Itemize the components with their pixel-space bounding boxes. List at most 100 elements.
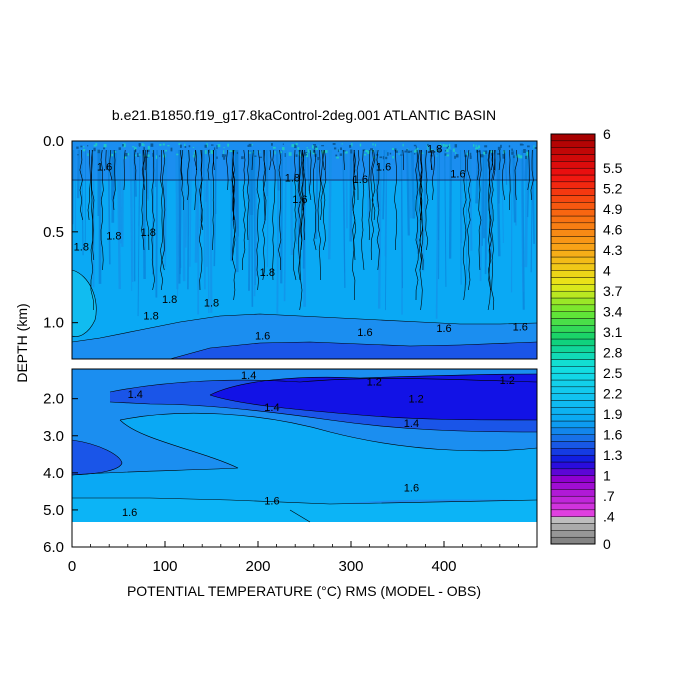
y-tick-label: 1.0 (43, 315, 64, 332)
surface-speck (502, 153, 505, 157)
streak-line (237, 149, 240, 237)
x-tick-label: 200 (245, 558, 270, 575)
streak-line (400, 149, 403, 289)
colorbar-swatch (550, 181, 596, 189)
streak-line (475, 149, 480, 204)
streak-line (207, 149, 210, 314)
surface-speck (179, 144, 182, 148)
surface-speck (315, 147, 319, 150)
streak-contour (352, 149, 357, 261)
streak-line (469, 149, 473, 251)
surface-speck (324, 150, 328, 153)
surface-speck (374, 143, 377, 147)
surface-speck (176, 153, 179, 156)
contour-label: 1.8 (204, 298, 219, 310)
streak-contour (133, 149, 137, 181)
contour-label: 1.6 (255, 330, 270, 342)
contour-label: 1.6 (264, 496, 279, 508)
contour-label: 1.8 (285, 172, 300, 184)
streak-contour (361, 149, 365, 271)
streak-line (187, 149, 190, 290)
streak-contour (242, 149, 246, 270)
surface-speck (446, 145, 449, 149)
lower-region-1.2 (210, 374, 537, 420)
contour-label: 1.6 (376, 161, 391, 173)
surface-speck (137, 155, 140, 157)
surface-speck (359, 143, 362, 147)
surface-speck (103, 147, 106, 150)
colorbar-label: 5.2 (603, 181, 623, 197)
streak-line (107, 149, 111, 265)
colorbar-swatch (550, 489, 596, 497)
surface-speck (167, 144, 170, 147)
surface-speck (127, 153, 130, 156)
lower-contour-bottom (289, 509, 311, 523)
upper-panel-frame (71, 140, 538, 360)
y-tick-label: 0.0 (43, 133, 64, 150)
surface-speck (477, 145, 481, 149)
streak-line (328, 149, 332, 260)
surface-speck (146, 149, 150, 152)
colorbar-swatch (550, 338, 596, 347)
surface-speck (138, 145, 141, 147)
streak-contour (415, 149, 419, 301)
surface-speck (444, 144, 448, 147)
streak-contour (322, 149, 327, 251)
surface-speck (143, 155, 146, 157)
surface-speck (490, 150, 494, 153)
x-axis-label: POTENTIAL TEMPERATURE (°C) RMS (MODEL - … (127, 583, 481, 599)
surface-speck (511, 151, 514, 155)
surface-speck (391, 147, 394, 151)
lower-panel-fill (72, 369, 537, 547)
chart-title: b.e21.B1850.f19_g17.8kaControl-2deg.001 … (112, 107, 496, 123)
streak-line (533, 149, 537, 183)
lower-panel: 1.4 1.2 1.2 1.4 1.4 1.2 1.4 1.6 1.6 1.6 (71, 368, 538, 548)
surface-speck (430, 149, 433, 151)
surface-speck (522, 144, 524, 146)
surface-speck (134, 147, 137, 150)
surface-speck (387, 152, 389, 156)
streak-line (175, 149, 179, 290)
surface-speck (446, 154, 450, 157)
colorbar-swatch (550, 297, 596, 306)
streak-line (152, 149, 155, 275)
surface-speck (534, 147, 537, 149)
surface-speck (211, 144, 214, 146)
surface-speck (170, 147, 173, 152)
streak-contour (371, 149, 376, 221)
streak-contour (263, 149, 267, 221)
surface-speck (474, 148, 478, 150)
surface-speck (497, 153, 500, 155)
surface-speck (525, 155, 528, 160)
colorbar-frame (550, 133, 596, 545)
streak-contour (394, 149, 398, 251)
surface-speck (178, 143, 181, 145)
contour-label: 1.6 (436, 323, 451, 335)
surface-speck (402, 143, 404, 147)
colorbar-label: 2.5 (603, 365, 623, 381)
surface-speck (188, 145, 191, 148)
surface-speck (439, 143, 442, 146)
surface-speck (317, 145, 319, 147)
streak-line (229, 149, 232, 195)
lower-panel-frame (71, 368, 538, 548)
colorbar-swatch (550, 243, 596, 251)
streak-line (137, 149, 141, 317)
surface-speck (410, 150, 412, 153)
streak-contour (181, 149, 185, 211)
streak-line (213, 149, 217, 267)
streak-line (377, 149, 382, 309)
surface-speck (143, 144, 145, 146)
surface-speck (284, 153, 286, 157)
streak-contour (232, 149, 236, 261)
surface-speck (478, 150, 481, 153)
surface-speck (223, 150, 225, 154)
surface-speck (311, 145, 314, 149)
streak-contour (151, 149, 155, 291)
contour-label: 1.8 (427, 143, 442, 155)
y-tick-label: 6.0 (43, 539, 64, 556)
surface-speck (370, 148, 374, 151)
colorbar-swatch (550, 284, 596, 292)
streak-line (435, 149, 439, 319)
streak-line (410, 149, 416, 219)
